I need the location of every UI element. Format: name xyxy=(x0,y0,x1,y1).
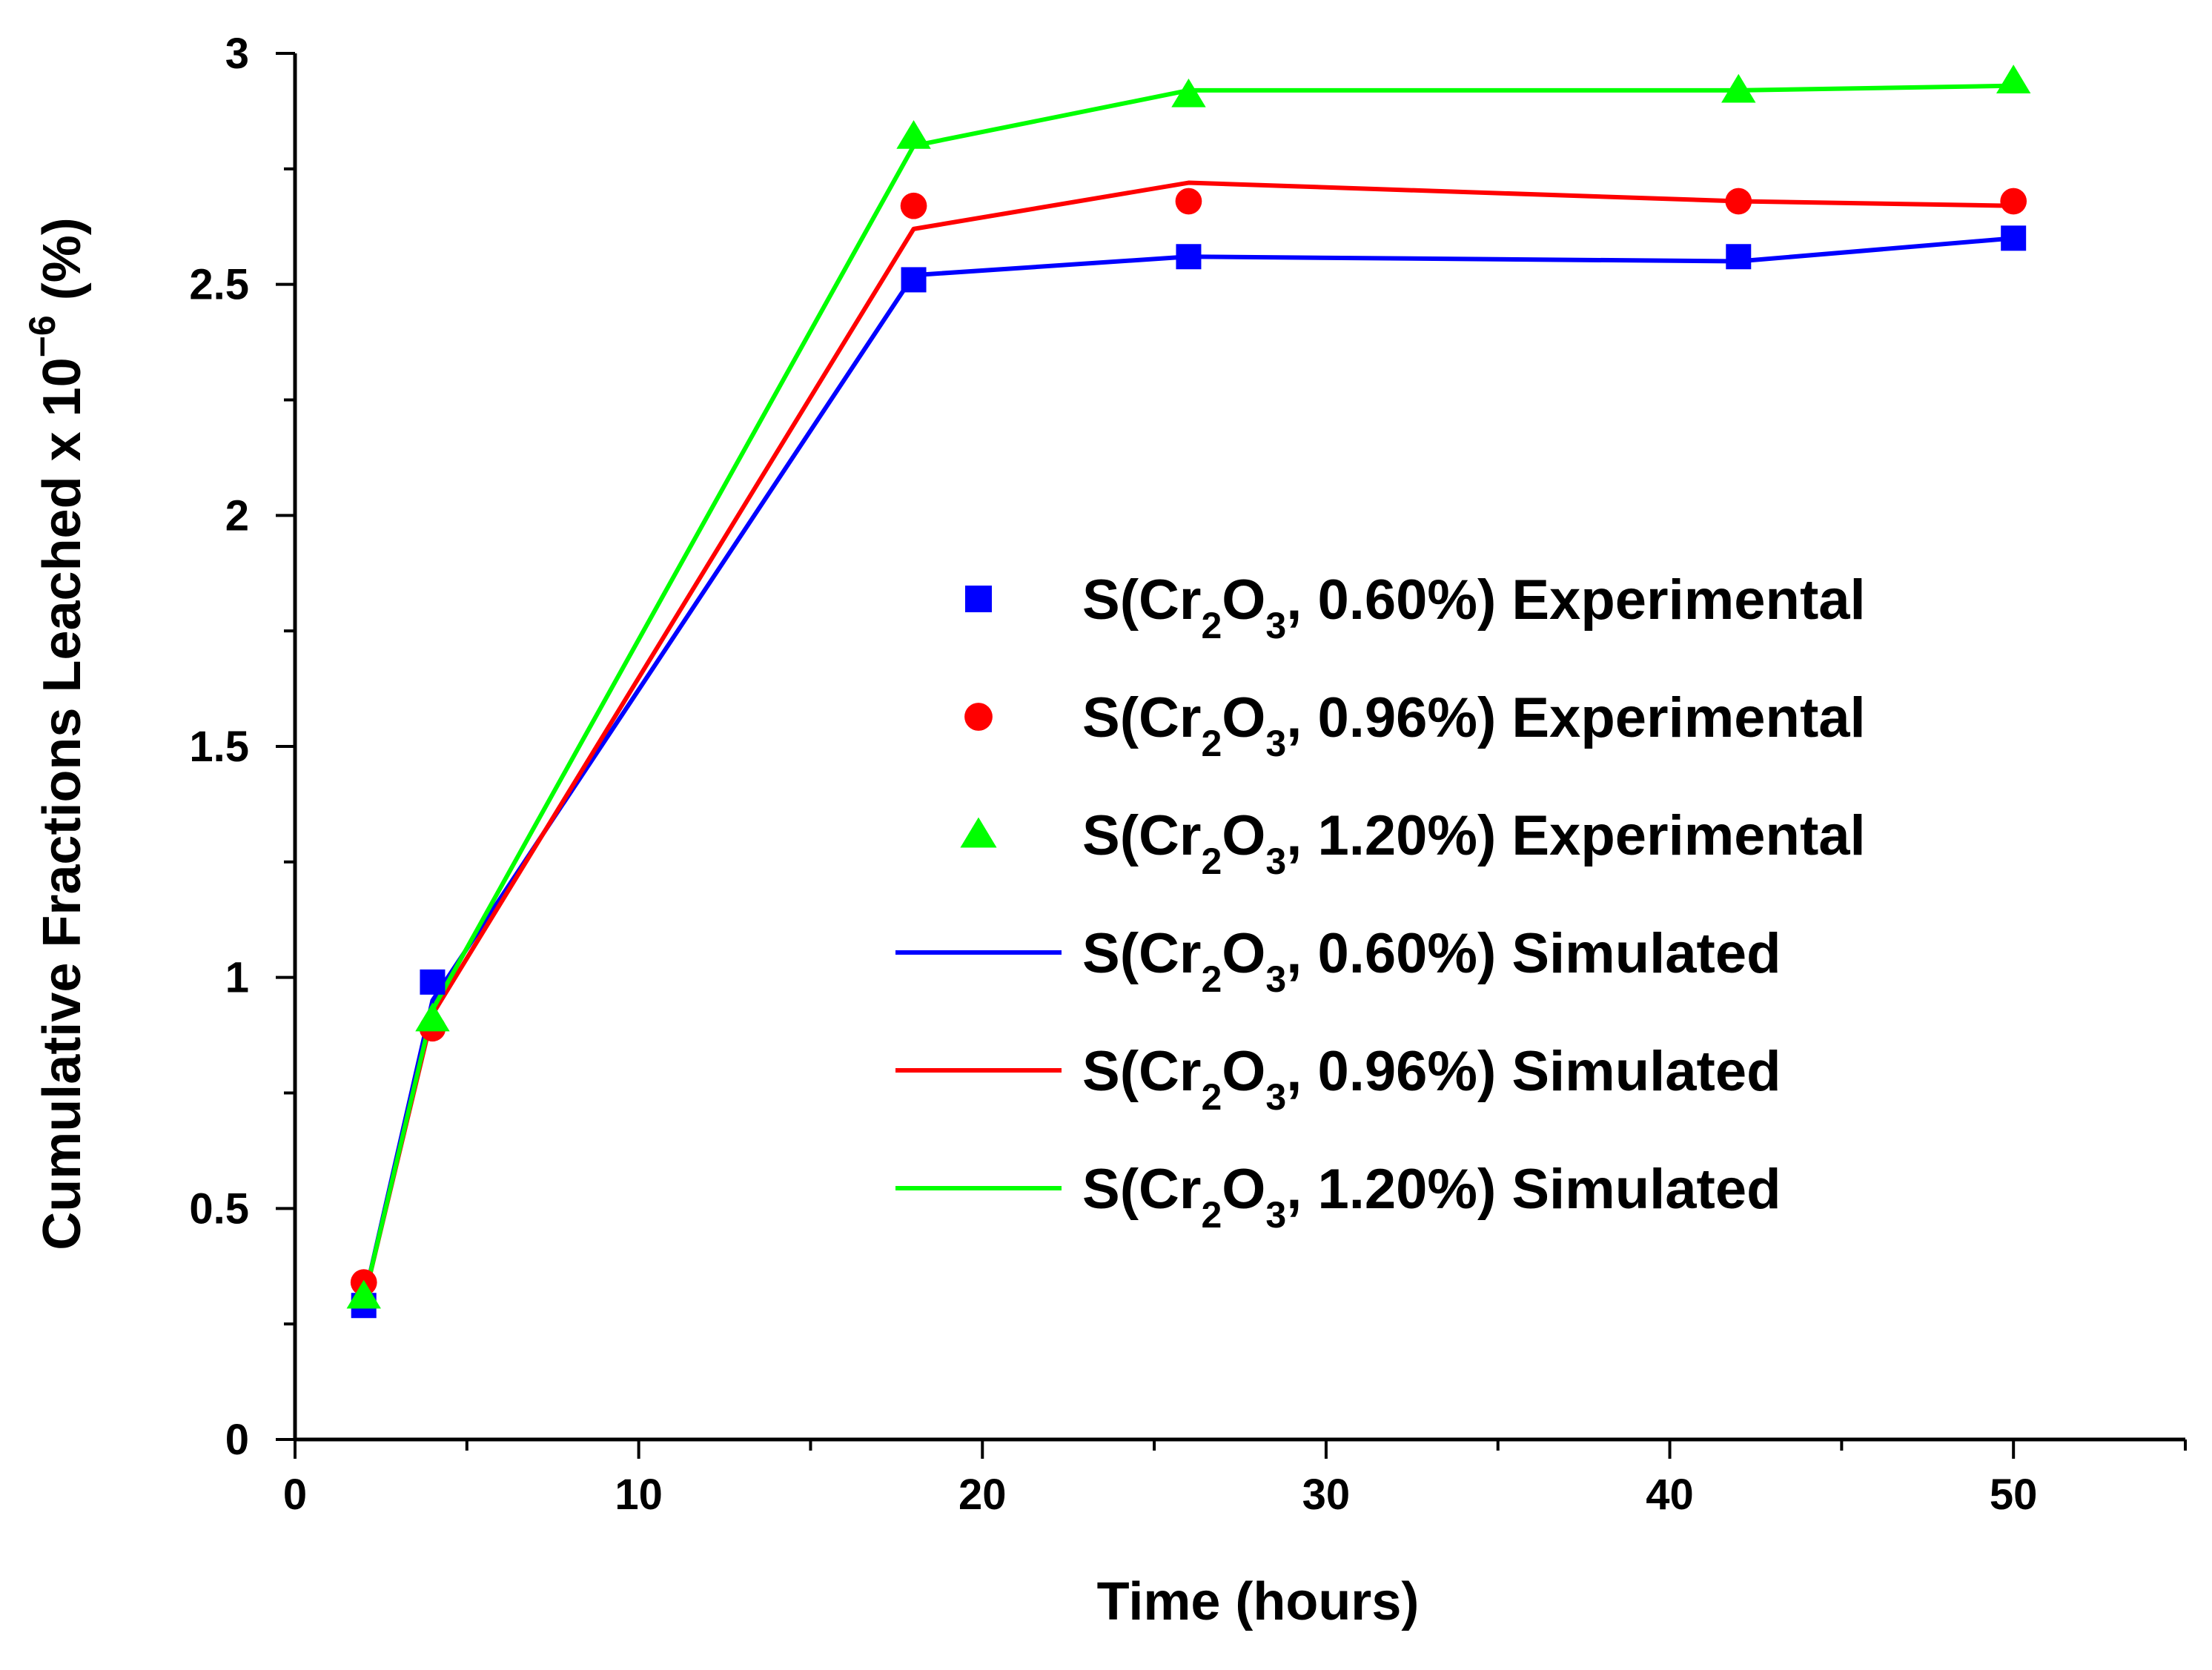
y-tick-label: 2.5 xyxy=(189,261,249,309)
data-point-square xyxy=(420,969,446,995)
data-point-triangle xyxy=(896,120,931,149)
legend-label: S(Cr2O3, 0.60%) Simulated xyxy=(1082,922,1781,1000)
y-tick-label: 3 xyxy=(225,30,249,78)
y-axis-title-main: Cumulative Fractions Leached x 10 xyxy=(33,357,92,1250)
x-tick-label: 10 xyxy=(615,1471,663,1519)
data-point-circle xyxy=(1175,188,1202,215)
x-tick-label: 0 xyxy=(283,1471,307,1519)
data-point-circle xyxy=(2000,188,2027,215)
data-point-triangle xyxy=(415,1002,450,1032)
series-line xyxy=(361,236,2014,1302)
legend-marker-triangle xyxy=(960,817,997,848)
y-axis-title: Cumulative Fractions Leached x 10−6 (%) xyxy=(21,217,92,1250)
data-point-triangle xyxy=(1996,64,2031,93)
y-axis-title-unit: (%) xyxy=(33,217,92,315)
x-tick-label: 20 xyxy=(958,1471,1007,1519)
legend-label: S(Cr2O3, 0.60%) Experimental xyxy=(1082,569,1866,646)
y-tick-label: 0 xyxy=(225,1416,249,1464)
data-point-triangle xyxy=(346,1279,381,1309)
legend-marker-square xyxy=(965,586,992,612)
data-point-square xyxy=(901,267,927,293)
data-point-square xyxy=(1176,244,1202,270)
data-point-square xyxy=(1726,244,1752,270)
legend: S(Cr2O3, 0.60%) Experimental S(Cr2O3, 0.9… xyxy=(895,569,1866,1236)
x-tick-label: 30 xyxy=(1302,1471,1351,1519)
data-point-triangle xyxy=(1721,73,1756,103)
series-lines xyxy=(361,83,2014,1302)
legend-label: S(Cr2O3, 1.20%) Experimental xyxy=(1082,804,1866,882)
legend-label: S(Cr2O3, 0.96%) Simulated xyxy=(1082,1040,1781,1118)
x-tick-label: 50 xyxy=(1990,1471,2038,1519)
x-axis-title: Time (hours) xyxy=(1097,1572,1420,1631)
legend-marker-circle xyxy=(964,703,993,731)
data-point-triangle xyxy=(1171,79,1206,107)
y-tick-label: 2 xyxy=(225,491,249,540)
data-point-circle xyxy=(900,192,927,219)
legend-label: S(Cr2O3, 1.20%) Simulated xyxy=(1082,1158,1781,1236)
series-markers xyxy=(346,64,2031,1319)
y-tick-label: 1 xyxy=(225,954,249,1002)
y-tick-label: 1.5 xyxy=(189,723,249,771)
y-tick-label: 0.5 xyxy=(189,1184,249,1233)
data-point-circle xyxy=(1725,188,1752,215)
series-line xyxy=(361,83,2014,1302)
y-axis-title-exponent: −6 xyxy=(21,315,63,357)
data-point-square xyxy=(2001,225,2027,251)
x-tick-label: 40 xyxy=(1646,1471,1694,1519)
axes: 0 10 20 30 40 50 0 0.5 1 1.5 2 2.5 3 xyxy=(189,30,2187,1519)
legend-label: S(Cr2O3, 0.96%) Experimental xyxy=(1082,686,1866,764)
